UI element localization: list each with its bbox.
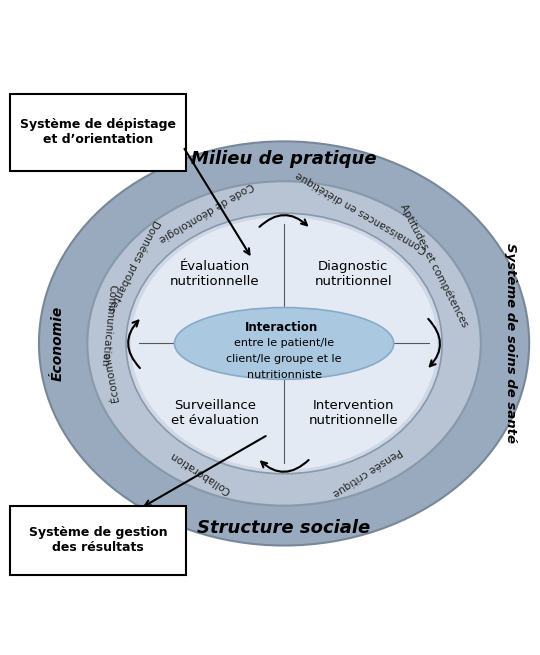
- Ellipse shape: [174, 308, 394, 379]
- Text: Aptitudes et compétences: Aptitudes et compétences: [399, 202, 470, 329]
- Text: nutritionniste: nutritionniste: [247, 370, 321, 381]
- Text: Pensée critique: Pensée critique: [331, 447, 404, 498]
- FancyBboxPatch shape: [10, 94, 186, 171]
- Text: Économie: Économie: [102, 350, 121, 402]
- Text: Interaction: Interaction: [245, 321, 318, 334]
- Text: Évaluation
nutritionnelle: Évaluation nutritionnelle: [170, 260, 260, 288]
- Text: client/le groupe et le: client/le groupe et le: [226, 354, 342, 364]
- Text: Système de soins de santé: Système de soins de santé: [504, 244, 517, 443]
- Text: Économie: Économie: [51, 306, 65, 381]
- Text: Système de gestion
des résultats: Système de gestion des résultats: [29, 526, 167, 554]
- Text: Milieu de pratique: Milieu de pratique: [191, 149, 377, 168]
- Ellipse shape: [126, 213, 442, 474]
- Text: Code de déontologie: Code de déontologie: [157, 180, 255, 244]
- Ellipse shape: [131, 217, 437, 470]
- Text: Communication: Communication: [99, 284, 117, 367]
- Text: Système de dépistage
et d’orientation: Système de dépistage et d’orientation: [20, 118, 176, 146]
- Text: Surveillance
et évaluation: Surveillance et évaluation: [171, 399, 259, 426]
- Text: entre le patient/le: entre le patient/le: [234, 339, 334, 348]
- Text: Connaissances en diététique: Connaissances en diététique: [294, 169, 429, 255]
- FancyBboxPatch shape: [10, 506, 186, 575]
- Text: Intervention
nutritionnelle: Intervention nutritionnelle: [308, 399, 398, 426]
- Text: Données probantes: Données probantes: [106, 218, 161, 314]
- Text: Collaboration: Collaboration: [168, 449, 233, 496]
- Text: Diagnostic
nutritionnel: Diagnostic nutritionnel: [314, 260, 392, 288]
- Ellipse shape: [39, 141, 529, 546]
- Ellipse shape: [87, 181, 481, 506]
- Text: Structure sociale: Structure sociale: [198, 519, 370, 537]
